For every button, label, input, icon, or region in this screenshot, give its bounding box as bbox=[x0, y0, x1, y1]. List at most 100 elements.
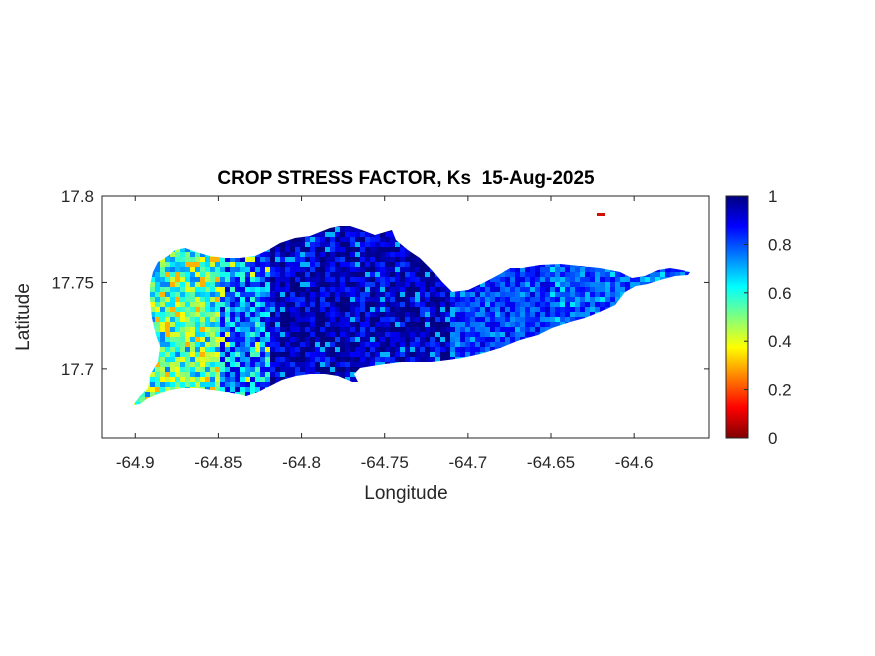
heatmap-cell bbox=[550, 312, 555, 317]
heatmap-cell bbox=[590, 277, 595, 282]
heatmap-cell bbox=[365, 267, 370, 272]
heatmap-cell bbox=[415, 292, 420, 297]
heatmap-cell bbox=[580, 312, 585, 317]
heatmap-cell bbox=[295, 312, 300, 317]
heatmap-cell bbox=[360, 242, 365, 247]
heatmap-cell bbox=[215, 382, 220, 387]
heatmap-cell bbox=[380, 292, 385, 297]
heatmap-cell bbox=[400, 262, 405, 267]
heatmap-cell bbox=[295, 317, 300, 322]
heatmap-cell bbox=[165, 307, 170, 312]
heatmap-cell bbox=[295, 322, 300, 327]
heatmap-cell bbox=[230, 302, 235, 307]
heatmap-cell bbox=[280, 342, 285, 347]
heatmap-cell bbox=[185, 282, 190, 287]
heatmap-cell bbox=[535, 307, 540, 312]
heatmap-cell bbox=[370, 232, 375, 237]
heatmap-cell bbox=[465, 317, 470, 322]
heatmap-cell bbox=[430, 322, 435, 327]
heatmap-cell bbox=[180, 267, 185, 272]
heatmap-cell bbox=[275, 312, 280, 317]
heatmap-cell bbox=[485, 317, 490, 322]
heatmap-cell bbox=[490, 277, 495, 282]
heatmap-cell bbox=[480, 347, 485, 352]
heatmap-cell bbox=[300, 372, 305, 377]
heatmap-cell bbox=[515, 317, 520, 322]
heatmap-cell bbox=[305, 242, 310, 247]
heatmap-cell bbox=[585, 287, 590, 292]
heatmap-cell bbox=[200, 352, 205, 357]
heatmap-cell bbox=[260, 322, 265, 327]
heatmap-cell bbox=[190, 352, 195, 357]
heatmap-cell bbox=[195, 277, 200, 282]
heatmap-cell bbox=[225, 257, 230, 262]
heatmap-cell bbox=[220, 282, 225, 287]
heatmap-cell bbox=[390, 247, 395, 252]
heatmap-cell bbox=[520, 312, 525, 317]
heatmap-cell bbox=[255, 262, 260, 267]
heatmap-cell bbox=[675, 267, 680, 272]
heatmap-cell bbox=[335, 282, 340, 287]
heatmap-cell bbox=[390, 342, 395, 347]
heatmap-cell bbox=[255, 327, 260, 332]
heatmap-cell bbox=[295, 307, 300, 312]
heatmap-cell bbox=[225, 352, 230, 357]
heatmap-cell bbox=[350, 342, 355, 347]
heatmap-cell bbox=[300, 242, 305, 247]
heatmap-cell bbox=[175, 372, 180, 377]
heatmap-cell bbox=[345, 367, 350, 372]
heatmap-cell bbox=[335, 352, 340, 357]
heatmap-cell bbox=[380, 327, 385, 332]
heatmap-cell bbox=[390, 347, 395, 352]
heatmap-cell bbox=[175, 342, 180, 347]
heatmap-cell bbox=[385, 352, 390, 357]
heatmap-cell bbox=[395, 332, 400, 337]
heatmap-cell bbox=[180, 252, 185, 257]
heatmap-cell bbox=[440, 307, 445, 312]
heatmap-cell bbox=[455, 347, 460, 352]
heatmap-cell bbox=[225, 347, 230, 352]
heatmap-cell bbox=[340, 347, 345, 352]
heatmap-cell bbox=[320, 367, 325, 372]
heatmap-cell bbox=[590, 312, 595, 317]
heatmap-cell bbox=[560, 267, 565, 272]
heatmap-cell bbox=[340, 362, 345, 367]
heatmap-cell bbox=[415, 302, 420, 307]
heatmap-cell bbox=[490, 337, 495, 342]
heatmap-cell bbox=[320, 262, 325, 267]
heatmap-cell bbox=[175, 272, 180, 277]
heatmap-cell bbox=[415, 272, 420, 277]
heatmap-cell bbox=[245, 292, 250, 297]
heatmap-cell bbox=[290, 312, 295, 317]
heatmap-cell bbox=[500, 277, 505, 282]
heatmap-cell bbox=[285, 332, 290, 337]
heatmap-cell bbox=[215, 267, 220, 272]
heatmap-cell bbox=[160, 332, 165, 337]
heatmap-cell bbox=[225, 267, 230, 272]
heatmap-cell bbox=[525, 282, 530, 287]
heatmap-cell bbox=[275, 302, 280, 307]
heatmap-cell bbox=[425, 297, 430, 302]
heatmap-cell bbox=[345, 372, 350, 377]
heatmap-cell bbox=[165, 387, 170, 392]
heatmap-cell bbox=[190, 332, 195, 337]
heatmap-cell bbox=[405, 317, 410, 322]
heatmap-cell bbox=[375, 347, 380, 352]
heatmap-cell bbox=[545, 317, 550, 322]
heatmap-cell bbox=[315, 237, 320, 242]
y-tick-label: 17.8 bbox=[61, 187, 94, 206]
heatmap-cell bbox=[170, 387, 175, 392]
heatmap-cell bbox=[500, 312, 505, 317]
heatmap-cell bbox=[310, 357, 315, 362]
heatmap-cell bbox=[260, 332, 265, 337]
heatmap-cell bbox=[270, 267, 275, 272]
heatmap-cell bbox=[245, 287, 250, 292]
heatmap-cell bbox=[290, 302, 295, 307]
heatmap-cell bbox=[370, 302, 375, 307]
heatmap-cell bbox=[590, 307, 595, 312]
heatmap-cell bbox=[200, 317, 205, 322]
heatmap-cell bbox=[295, 372, 300, 377]
heatmap-cell bbox=[165, 352, 170, 357]
heatmap-cell bbox=[215, 347, 220, 352]
heatmap-cell bbox=[280, 252, 285, 257]
